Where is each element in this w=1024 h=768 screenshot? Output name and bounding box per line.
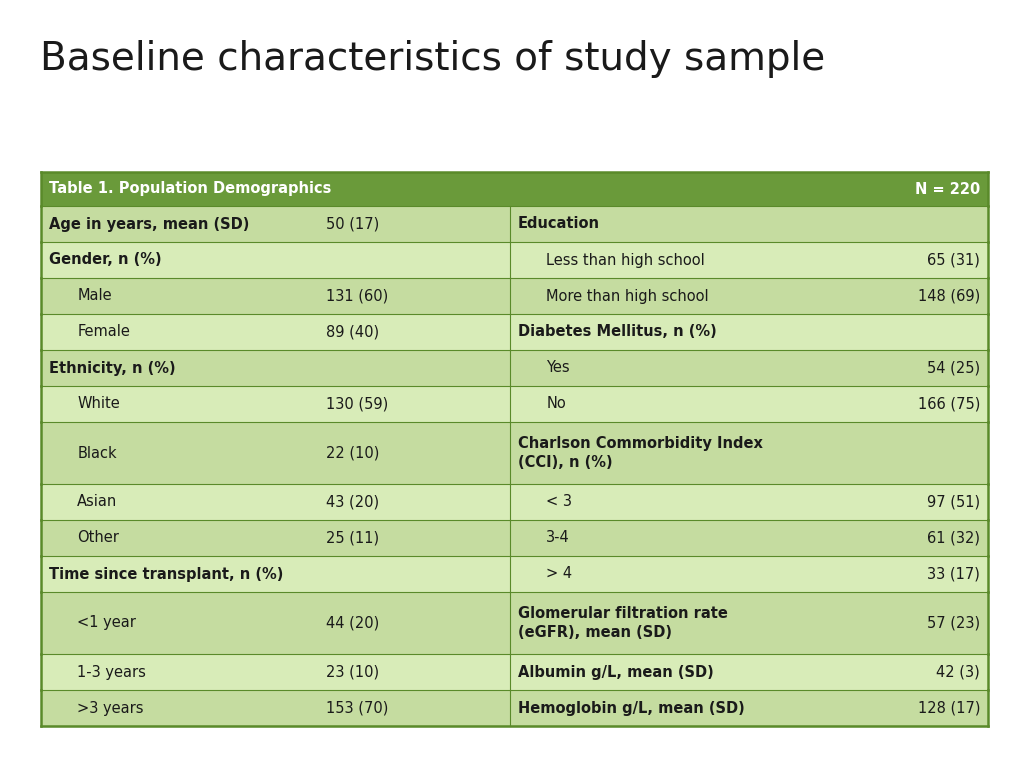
Text: 33 (17): 33 (17) — [928, 567, 980, 581]
Bar — [41, 654, 988, 690]
Text: Yes: Yes — [546, 360, 570, 376]
Text: Female: Female — [78, 325, 130, 339]
Text: 23 (10): 23 (10) — [327, 664, 380, 680]
Text: Charlson Commorbidity Index
(CCI), n (%): Charlson Commorbidity Index (CCI), n (%) — [518, 436, 763, 470]
Bar — [41, 242, 988, 278]
Text: Male: Male — [78, 289, 112, 303]
Text: 166 (75): 166 (75) — [918, 396, 980, 412]
Text: Age in years, mean (SD): Age in years, mean (SD) — [49, 217, 249, 231]
Text: > 4: > 4 — [546, 567, 572, 581]
Text: 3-4: 3-4 — [546, 531, 570, 545]
Text: Diabetes Mellitus, n (%): Diabetes Mellitus, n (%) — [518, 325, 717, 339]
Text: Albumin g/L, mean (SD): Albumin g/L, mean (SD) — [518, 664, 714, 680]
Bar — [41, 350, 988, 386]
Text: 131 (60): 131 (60) — [327, 289, 389, 303]
Text: 54 (25): 54 (25) — [927, 360, 980, 376]
Text: Black: Black — [78, 445, 117, 461]
Text: 65 (31): 65 (31) — [928, 253, 980, 267]
Text: < 3: < 3 — [546, 495, 572, 509]
Bar — [41, 422, 988, 484]
Bar — [41, 556, 988, 592]
Text: Less than high school: Less than high school — [546, 253, 705, 267]
Bar — [41, 314, 988, 350]
Bar — [41, 690, 988, 726]
Text: No: No — [546, 396, 566, 412]
Text: Baseline characteristics of study sample: Baseline characteristics of study sample — [40, 40, 825, 78]
Text: More than high school: More than high school — [546, 289, 709, 303]
Text: 42 (3): 42 (3) — [936, 664, 980, 680]
Text: Glomerular filtration rate
(eGFR), mean (SD): Glomerular filtration rate (eGFR), mean … — [518, 606, 728, 640]
Text: 148 (69): 148 (69) — [918, 289, 980, 303]
Text: Education: Education — [518, 217, 600, 231]
Text: 89 (40): 89 (40) — [327, 325, 380, 339]
Text: 50 (17): 50 (17) — [327, 217, 380, 231]
Text: <1 year: <1 year — [78, 615, 136, 631]
Bar — [41, 278, 988, 314]
Bar — [41, 592, 988, 654]
Text: Other: Other — [78, 531, 119, 545]
Text: 44 (20): 44 (20) — [327, 615, 380, 631]
Text: Table 1. Population Demographics: Table 1. Population Demographics — [49, 181, 332, 197]
Text: 25 (11): 25 (11) — [327, 531, 380, 545]
Bar — [41, 172, 988, 206]
Text: 153 (70): 153 (70) — [327, 700, 389, 716]
Bar — [41, 520, 988, 556]
Text: 97 (51): 97 (51) — [927, 495, 980, 509]
Text: Gender, n (%): Gender, n (%) — [49, 253, 162, 267]
Text: 57 (23): 57 (23) — [927, 615, 980, 631]
Bar — [41, 484, 988, 520]
Bar — [41, 206, 988, 242]
Text: N = 220: N = 220 — [914, 181, 980, 197]
Text: Hemoglobin g/L, mean (SD): Hemoglobin g/L, mean (SD) — [518, 700, 744, 716]
Text: 128 (17): 128 (17) — [918, 700, 980, 716]
Text: Ethnicity, n (%): Ethnicity, n (%) — [49, 360, 175, 376]
Text: 22 (10): 22 (10) — [327, 445, 380, 461]
Text: >3 years: >3 years — [78, 700, 144, 716]
Text: Asian: Asian — [78, 495, 118, 509]
Text: 43 (20): 43 (20) — [327, 495, 380, 509]
Text: White: White — [78, 396, 120, 412]
Bar — [41, 386, 988, 422]
Text: 1-3 years: 1-3 years — [78, 664, 146, 680]
Text: 130 (59): 130 (59) — [327, 396, 389, 412]
Text: Time since transplant, n (%): Time since transplant, n (%) — [49, 567, 284, 581]
Text: 61 (32): 61 (32) — [927, 531, 980, 545]
